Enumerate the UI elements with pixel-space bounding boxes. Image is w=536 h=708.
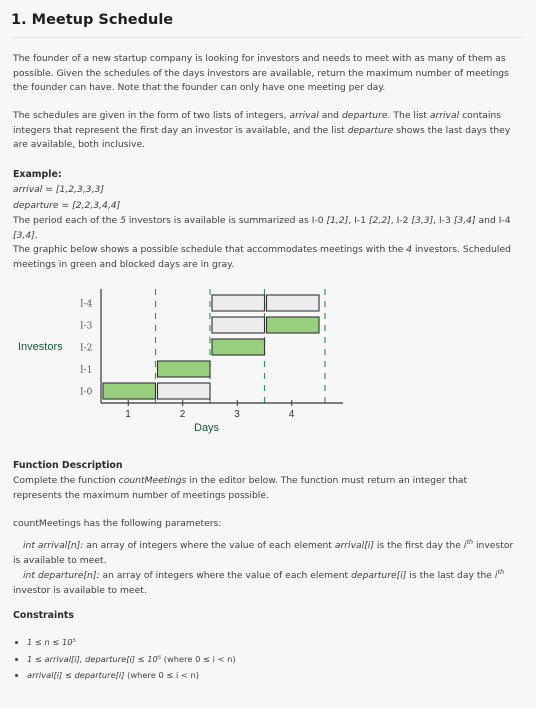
x-axis-label: Days <box>194 422 220 434</box>
function-description-text: Complete the function countMeetings in t… <box>13 475 468 501</box>
intro-paragraph-2: The schedules are given in the form of t… <box>13 110 511 150</box>
bar-i-3-day-4-meeting <box>265 316 320 334</box>
parameter-arrival: int arrival[n]: an array of integers whe… <box>13 538 514 566</box>
bar-i-0-day-1-meeting <box>102 382 157 400</box>
constraints-heading: Constraints <box>13 610 74 621</box>
constraint-1: 1 ≤ n ≤ 10⁵ <box>27 634 236 651</box>
y-axis-label: Investors <box>18 341 63 353</box>
bar-i-0-day-2-blocked <box>156 382 211 400</box>
function-description-heading: Function Description <box>13 460 123 471</box>
example-departure: departure = [2,2,3,4,4] <box>13 200 121 211</box>
bar-i-2-day-3-meeting <box>211 338 266 356</box>
y-tick-label: I-2 <box>80 344 92 354</box>
bar-i-4-day-4-blocked <box>265 294 320 312</box>
x-tick-label: 4 <box>289 409 295 420</box>
intro-paragraph-1: The founder of a new startup company is … <box>13 53 509 93</box>
title-divider <box>11 37 524 38</box>
x-tick-label: 3 <box>234 409 240 420</box>
example-summary: The period each of the 5 investors is av… <box>13 215 511 270</box>
example-arrival: arrival = [1,2,3,3,3] <box>13 184 104 195</box>
page-title: 1. Meetup Schedule <box>11 12 174 28</box>
bar-i-4-day-3-blocked <box>211 294 266 312</box>
y-tick-label: I-4 <box>80 300 93 310</box>
y-tick-label: I-3 <box>80 322 93 332</box>
x-tick-label: 2 <box>180 409 186 420</box>
parameter-departure: int departure[n]: an array of integers w… <box>13 568 505 596</box>
bar-i-3-day-3-blocked <box>211 316 266 334</box>
y-tick-label: I-1 <box>80 366 92 376</box>
example-heading: Example: <box>13 169 62 180</box>
x-tick-label: 1 <box>125 409 131 420</box>
constraints-list: 1 ≤ n ≤ 10⁵ 1 ≤ arrival[i], departure[i]… <box>13 634 236 684</box>
parameters-intro: countMeetings has the following paramete… <box>13 518 222 529</box>
y-tick-label: I-0 <box>80 388 93 398</box>
constraint-2: 1 ≤ arrival[i], departure[i] ≤ 10⁵ (wher… <box>27 651 236 668</box>
constraint-3: arrival[i] ≤ departure[i] (where 0 ≤ i <… <box>27 667 236 684</box>
bar-i-1-day-2-meeting <box>156 360 211 378</box>
